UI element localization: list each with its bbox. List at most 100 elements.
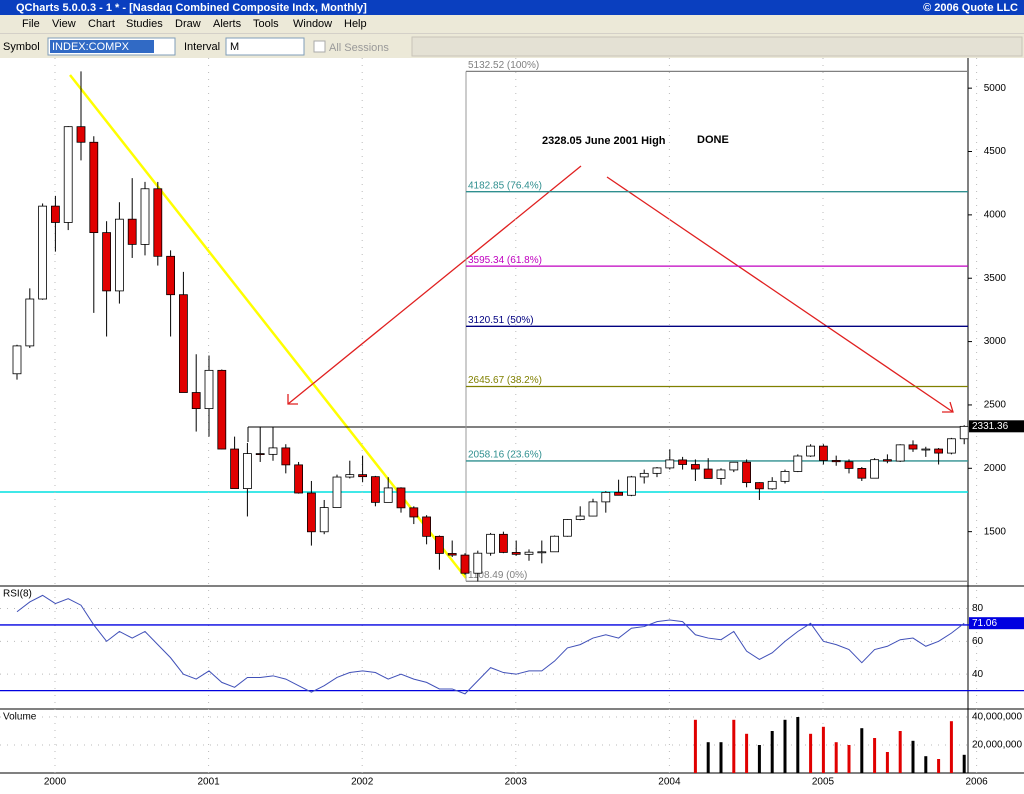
candle-body: [755, 482, 764, 490]
candle-body: [537, 551, 547, 554]
rsi-line: [16, 594, 965, 695]
candle-body: [383, 487, 393, 503]
candle-body: [38, 205, 47, 300]
candle-body: [639, 472, 649, 478]
copyright: © 2006 Quote LLC: [923, 2, 1018, 14]
candle-body: [12, 345, 22, 375]
annotation: DONE: [697, 134, 729, 146]
candle-body: [358, 474, 368, 478]
candle-body: [614, 491, 623, 496]
candle-body: [947, 438, 956, 454]
x-tick-label: 2003: [505, 777, 528, 788]
menu-item[interactable]: Window: [293, 18, 332, 30]
volume-bar: [770, 731, 774, 773]
candle-body: [665, 459, 675, 469]
candle-body: [332, 476, 342, 508]
candle-body: [370, 476, 380, 503]
interval-box[interactable]: [225, 37, 305, 56]
fib-label: 3595.34 (61.8%): [468, 255, 542, 266]
y-tick-label: 4500: [984, 146, 1007, 157]
menu-item[interactable]: Help: [344, 18, 367, 30]
y-tick-label: 2000: [984, 463, 1007, 474]
volume-bar: [783, 719, 787, 773]
candle-body: [601, 491, 611, 503]
y-tick-label: 5000: [984, 83, 1007, 94]
candle-body: [102, 232, 111, 292]
candle-body: [588, 501, 598, 517]
candle-body: [396, 487, 406, 509]
menu-item[interactable]: View: [52, 18, 76, 30]
candle-body: [294, 464, 304, 494]
candle-body: [780, 471, 790, 482]
symbol-highlight: [50, 40, 154, 53]
volume-bar: [757, 745, 761, 773]
symbol-value[interactable]: INDEX:COMPX: [52, 41, 130, 53]
x-tick-label: 2004: [658, 777, 681, 788]
volume-bar: [706, 742, 710, 773]
candle-body: [716, 469, 726, 479]
menu-item[interactable]: Studies: [126, 18, 163, 30]
x-tick-label: 2000: [44, 777, 67, 788]
fib-label: 3120.51 (50%): [468, 315, 534, 326]
volume-bar: [898, 731, 902, 773]
sessions-label[interactable]: All Sessions: [329, 42, 389, 54]
interval-value[interactable]: M: [230, 41, 239, 53]
candle-body: [434, 535, 444, 554]
arrow-head: [287, 394, 298, 405]
menu-item[interactable]: Chart: [88, 18, 115, 30]
panel-title: Volume: [3, 712, 37, 723]
candle-body: [883, 459, 892, 462]
candle-body: [51, 205, 60, 223]
candle-body: [76, 126, 86, 143]
volume-bar: [937, 759, 941, 773]
candle-body: [166, 255, 176, 296]
candle-body: [652, 467, 662, 474]
menu-item[interactable]: Tools: [253, 18, 279, 30]
candle-body: [627, 476, 636, 496]
candle-body: [140, 188, 150, 245]
candle-body: [217, 369, 227, 450]
y-tick-label: 3500: [984, 273, 1007, 284]
candle-body: [447, 553, 457, 556]
rsi-value: 71.06: [972, 618, 997, 629]
candle-body: [230, 448, 240, 489]
menu-bar: [0, 15, 1024, 33]
candle-body: [691, 464, 700, 470]
candle-body: [63, 126, 73, 223]
candle-body: [153, 188, 163, 257]
menu-item[interactable]: File: [22, 18, 40, 30]
candle-body: [498, 533, 508, 553]
candle-body: [89, 141, 99, 234]
volume-bar: [911, 740, 915, 773]
sessions-checkbox[interactable]: [313, 40, 326, 53]
candle-body: [729, 461, 739, 471]
volume-bar: [847, 745, 851, 773]
interval-label: Interval: [184, 41, 220, 53]
tool-icons[interactable]: [411, 36, 1023, 57]
panel-title: RSI(8): [3, 589, 32, 600]
volume-bar: [962, 754, 966, 773]
menu-item[interactable]: Alerts: [213, 18, 242, 30]
x-tick-label: 2002: [351, 777, 374, 788]
arrow: [606, 176, 954, 413]
candle-body: [550, 535, 559, 553]
candle-body: [473, 552, 483, 574]
y-tick-label: 60: [972, 636, 984, 647]
volume-bar: [860, 728, 864, 773]
candle-body: [319, 507, 329, 533]
candle-body: [511, 552, 521, 555]
menu-item[interactable]: Draw: [175, 18, 201, 30]
candle-body: [575, 515, 585, 520]
candle-body: [678, 459, 687, 465]
x-tick-label: 2001: [197, 777, 220, 788]
candle-body: [742, 461, 751, 484]
fib-label: 4182.85 (76.4%): [468, 180, 542, 191]
volume-bar: [873, 738, 877, 773]
candle-body: [767, 480, 777, 490]
candle-body: [127, 218, 137, 245]
candle-body: [806, 445, 815, 457]
candle-body: [255, 453, 265, 455]
volume-bar: [693, 719, 697, 773]
candle-body: [409, 507, 419, 518]
